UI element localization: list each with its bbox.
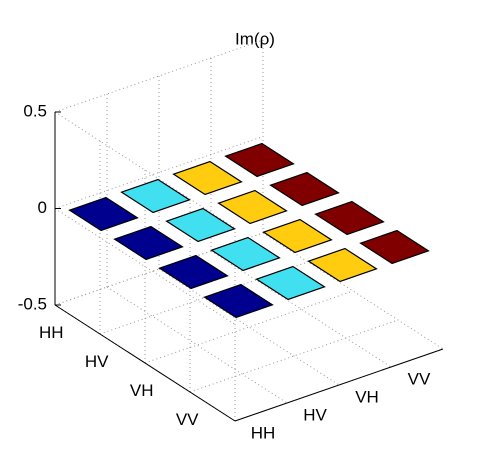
grid-line — [54, 39, 264, 113]
bar-tile — [203, 283, 274, 319]
bar-tile — [224, 142, 295, 178]
row-label: VV — [176, 410, 199, 429]
row-label: HH — [39, 323, 64, 342]
bar-tile — [158, 254, 229, 290]
bar-tile — [359, 229, 430, 265]
z-tick-label: 0 — [38, 198, 47, 217]
chart-title: Im(ρ) — [235, 29, 275, 48]
bar-tile — [262, 218, 333, 254]
bar-tile — [120, 178, 191, 214]
bar-tile — [314, 200, 385, 236]
row-axis — [54, 304, 236, 422]
floor-grid — [144, 290, 354, 364]
column-label: VH — [355, 387, 379, 406]
column-axis — [234, 348, 444, 422]
column-label: HH — [251, 423, 276, 442]
bar-tile — [210, 236, 281, 272]
bar-tile — [172, 160, 243, 196]
column-label: VV — [408, 369, 431, 388]
z-tick-label: 0.5 — [23, 101, 47, 120]
row-label: HV — [85, 352, 109, 371]
floor-grid — [189, 319, 399, 393]
bar-tile — [113, 225, 184, 261]
z-tick-label: -0.5 — [18, 294, 47, 313]
column-label: HV — [303, 405, 327, 424]
bar-tile — [269, 171, 340, 207]
bar-tile — [307, 247, 378, 283]
grid-line — [54, 232, 264, 306]
bar-tile — [165, 207, 236, 243]
grid-line — [54, 136, 264, 209]
bar-tile — [255, 265, 326, 301]
row-label: VH — [130, 381, 154, 400]
floor-grid — [99, 261, 309, 335]
bar-tile — [217, 189, 288, 225]
bar-tile — [68, 196, 139, 232]
